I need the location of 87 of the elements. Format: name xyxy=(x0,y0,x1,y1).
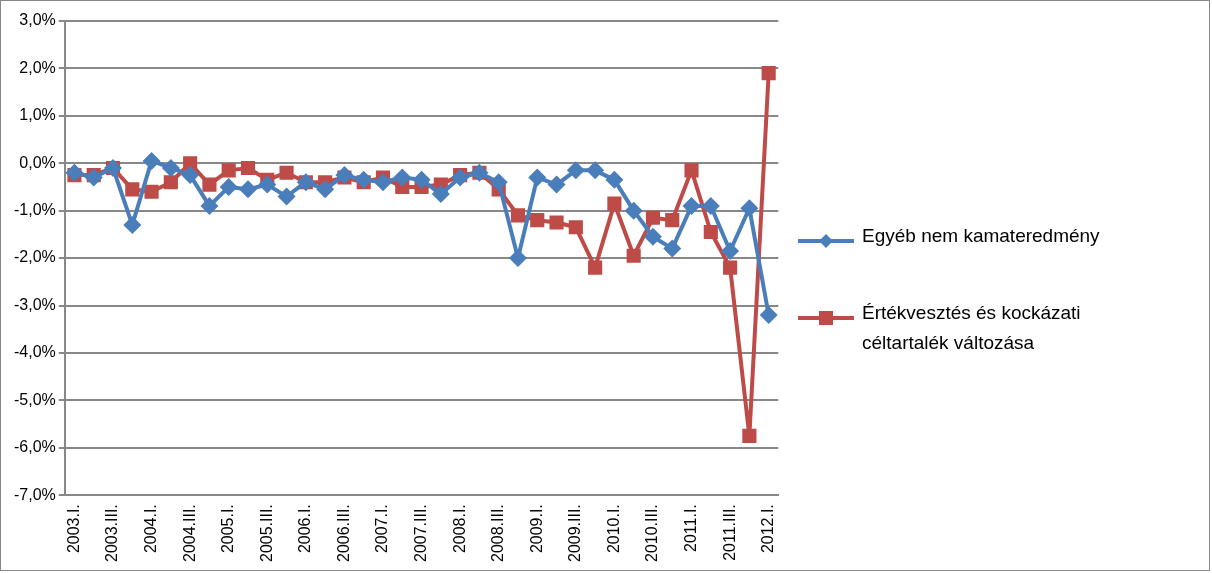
point xyxy=(761,66,776,81)
point xyxy=(279,165,294,180)
point xyxy=(65,163,84,182)
x-tick-label: 2010.III. xyxy=(643,504,661,563)
point xyxy=(588,260,603,275)
point xyxy=(142,151,161,170)
point xyxy=(530,213,545,228)
point xyxy=(643,227,662,246)
x-tick-label: 2003.III. xyxy=(103,504,121,563)
y-tick-label: -5,0% xyxy=(14,390,56,408)
point xyxy=(566,161,585,180)
point xyxy=(665,213,680,228)
x-tick-label: 2007.III. xyxy=(411,504,429,563)
point xyxy=(183,156,198,171)
x-tick-label: 2011.III. xyxy=(720,504,738,561)
x-tick-label: 2006.III. xyxy=(334,504,352,563)
x-tick-label: 2004.III. xyxy=(180,504,198,563)
y-tick-label: 2,0% xyxy=(19,58,56,76)
y-tick-label: -6,0% xyxy=(14,438,56,456)
point xyxy=(84,168,103,187)
point xyxy=(277,187,296,206)
point xyxy=(742,428,757,443)
x-tick-label: 2009.III. xyxy=(566,504,584,563)
point xyxy=(393,168,412,187)
point xyxy=(163,175,178,190)
x-tick-label: 2012.I. xyxy=(759,504,777,554)
point xyxy=(335,166,354,185)
x-tick-label: 2004.I. xyxy=(141,504,159,554)
point xyxy=(240,160,256,176)
point xyxy=(568,220,583,235)
point xyxy=(684,163,699,178)
legend-label: Értékvesztés és kockázati céltartalék változása xyxy=(862,301,1082,355)
point xyxy=(258,175,277,194)
y-tick-label: -1,0% xyxy=(14,201,56,219)
point xyxy=(759,305,778,324)
y-tick-label: 3,0% xyxy=(19,11,56,29)
x-tick-label: 2008.I. xyxy=(450,504,468,554)
point xyxy=(528,168,547,187)
y-tick-label: -3,0% xyxy=(14,295,56,313)
point xyxy=(125,182,140,197)
point xyxy=(645,210,661,225)
point xyxy=(202,177,217,192)
x-tick-label: 2005.III. xyxy=(257,504,275,563)
point xyxy=(412,170,431,189)
point xyxy=(663,239,682,258)
point xyxy=(721,241,740,260)
point xyxy=(373,173,392,192)
point xyxy=(354,170,373,189)
point xyxy=(740,199,759,218)
point xyxy=(510,208,526,223)
y-tick-label: 1,0% xyxy=(19,106,56,124)
y-tick-label: -7,0% xyxy=(14,485,56,503)
x-tick-label: 2003.I. xyxy=(64,504,82,554)
legend-label: Egyéb nem kamateredmény xyxy=(862,224,1101,248)
point xyxy=(723,260,738,275)
point xyxy=(123,215,142,234)
y-tick-label: -4,0% xyxy=(14,343,56,361)
point xyxy=(682,196,701,215)
x-tick-label: 2006.I. xyxy=(296,504,314,554)
point xyxy=(431,185,450,204)
x-tick-label: 2008.III. xyxy=(489,504,507,563)
point xyxy=(221,163,236,178)
y-tick-label: 0,0% xyxy=(19,153,56,171)
point xyxy=(144,184,159,199)
point xyxy=(239,180,257,199)
x-tick-label: 2010.I. xyxy=(604,504,622,554)
point xyxy=(547,175,566,194)
point xyxy=(549,215,564,230)
point xyxy=(607,196,622,211)
point xyxy=(161,159,180,177)
x-tick-label: 2011.I. xyxy=(681,504,699,552)
point xyxy=(605,170,624,189)
point xyxy=(489,173,508,192)
y-tick-label: -2,0% xyxy=(14,248,56,266)
point xyxy=(626,248,641,263)
point xyxy=(219,177,238,196)
point xyxy=(624,201,643,220)
point xyxy=(586,161,605,180)
x-tick-label: 2007.I. xyxy=(373,504,391,554)
point xyxy=(703,224,718,240)
point xyxy=(181,166,200,185)
point xyxy=(316,180,335,199)
point xyxy=(508,249,527,268)
x-tick-label: 2005.I. xyxy=(219,504,237,554)
x-tick-label: 2009.I. xyxy=(527,504,545,554)
point xyxy=(200,196,219,215)
point xyxy=(451,168,470,187)
